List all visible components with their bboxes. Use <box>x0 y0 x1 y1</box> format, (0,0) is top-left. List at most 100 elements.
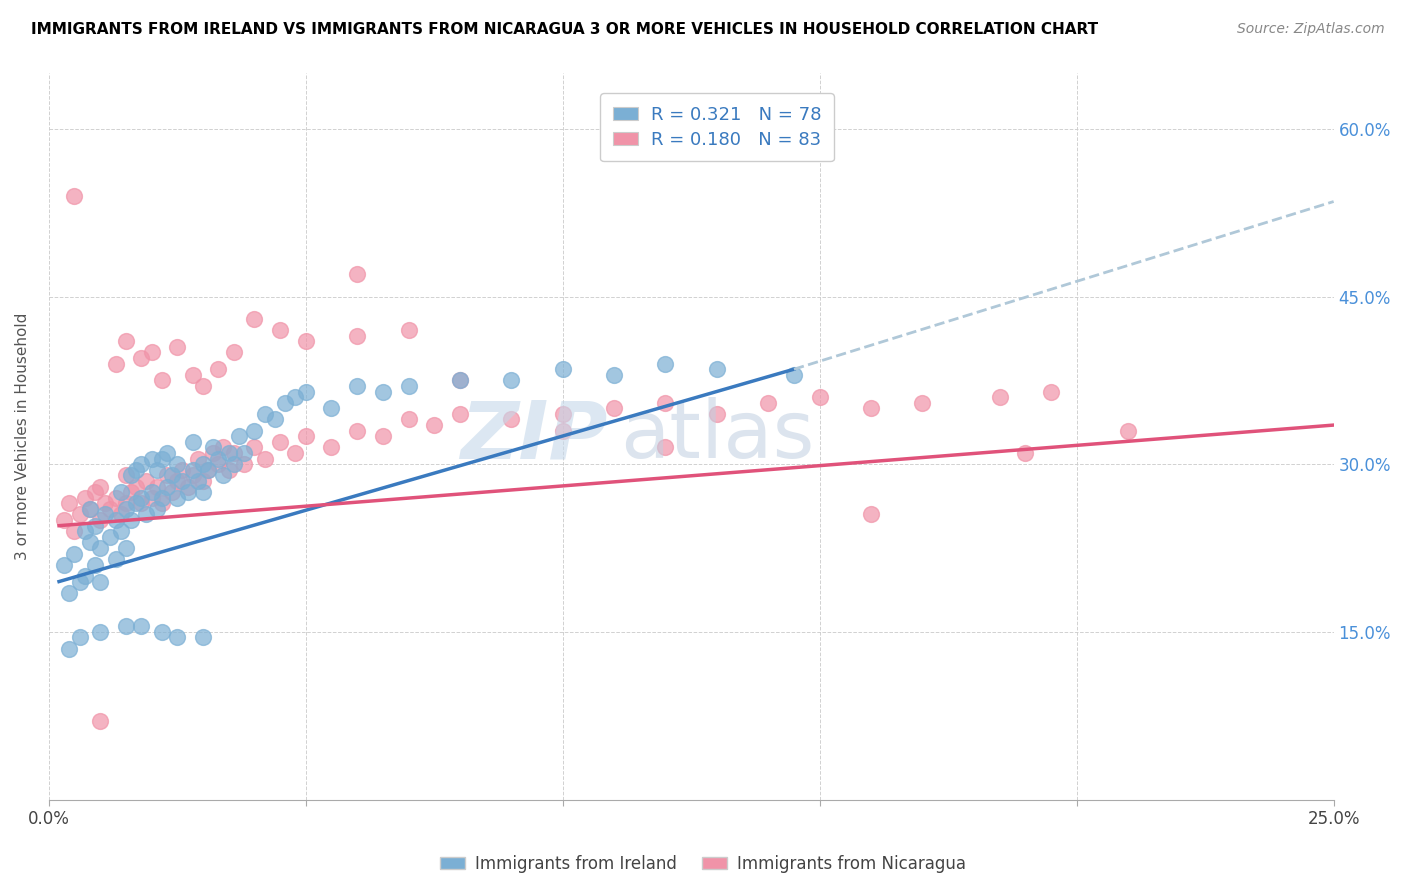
Point <box>654 357 676 371</box>
Point <box>73 569 96 583</box>
Point <box>654 395 676 409</box>
Point <box>294 429 316 443</box>
Point <box>110 524 132 539</box>
Point <box>129 491 152 505</box>
Point <box>125 479 148 493</box>
Text: atlas: atlas <box>620 397 815 475</box>
Text: Source: ZipAtlas.com: Source: ZipAtlas.com <box>1237 22 1385 37</box>
Point <box>120 485 142 500</box>
Point <box>243 311 266 326</box>
Point <box>202 441 225 455</box>
Point <box>197 463 219 477</box>
Point <box>69 574 91 589</box>
Point <box>115 496 138 510</box>
Point <box>269 323 291 337</box>
Point <box>187 451 209 466</box>
Point <box>321 441 343 455</box>
Point <box>218 463 240 477</box>
Point <box>110 508 132 522</box>
Point <box>423 418 446 433</box>
Point <box>371 384 394 399</box>
Point <box>243 441 266 455</box>
Point <box>207 451 229 466</box>
Point <box>135 474 157 488</box>
Point <box>110 485 132 500</box>
Point <box>150 496 173 510</box>
Point <box>129 351 152 365</box>
Point <box>141 485 163 500</box>
Point <box>449 407 471 421</box>
Point <box>551 407 574 421</box>
Point <box>398 379 420 393</box>
Point <box>346 267 368 281</box>
Point <box>191 474 214 488</box>
Point <box>911 395 934 409</box>
Point <box>166 631 188 645</box>
Point <box>79 535 101 549</box>
Point <box>89 574 111 589</box>
Point <box>212 441 235 455</box>
Point <box>84 518 107 533</box>
Point <box>191 457 214 471</box>
Point <box>100 530 122 544</box>
Point <box>181 434 204 449</box>
Point <box>274 395 297 409</box>
Point <box>73 491 96 505</box>
Point <box>89 624 111 639</box>
Point <box>176 485 198 500</box>
Point <box>145 463 167 477</box>
Point <box>218 446 240 460</box>
Point <box>284 446 307 460</box>
Point <box>172 463 194 477</box>
Point <box>398 323 420 337</box>
Point <box>449 373 471 387</box>
Point <box>79 502 101 516</box>
Point <box>346 379 368 393</box>
Point <box>294 384 316 399</box>
Point <box>120 513 142 527</box>
Point <box>150 451 173 466</box>
Point <box>233 446 256 460</box>
Point <box>94 508 117 522</box>
Point <box>501 412 523 426</box>
Point <box>808 390 831 404</box>
Point <box>181 463 204 477</box>
Point <box>150 624 173 639</box>
Point <box>160 485 183 500</box>
Point <box>89 513 111 527</box>
Text: ZIP: ZIP <box>460 397 607 475</box>
Point <box>150 373 173 387</box>
Point <box>197 463 219 477</box>
Point <box>63 524 86 539</box>
Point <box>398 412 420 426</box>
Point <box>58 496 80 510</box>
Point <box>371 429 394 443</box>
Point <box>120 468 142 483</box>
Point <box>222 457 245 471</box>
Point <box>1116 424 1139 438</box>
Point <box>449 373 471 387</box>
Point <box>104 491 127 505</box>
Point <box>156 479 179 493</box>
Point <box>129 457 152 471</box>
Point <box>94 496 117 510</box>
Point <box>115 541 138 555</box>
Point <box>166 340 188 354</box>
Point <box>129 496 152 510</box>
Point <box>654 441 676 455</box>
Point <box>145 502 167 516</box>
Point <box>100 502 122 516</box>
Point <box>69 508 91 522</box>
Point <box>172 474 194 488</box>
Point <box>264 412 287 426</box>
Point <box>294 334 316 349</box>
Point <box>181 368 204 382</box>
Point <box>160 468 183 483</box>
Point <box>145 479 167 493</box>
Point <box>321 401 343 416</box>
Point <box>73 524 96 539</box>
Point <box>988 390 1011 404</box>
Point <box>58 641 80 656</box>
Point <box>53 558 76 572</box>
Y-axis label: 3 or more Vehicles in Household: 3 or more Vehicles in Household <box>15 312 30 560</box>
